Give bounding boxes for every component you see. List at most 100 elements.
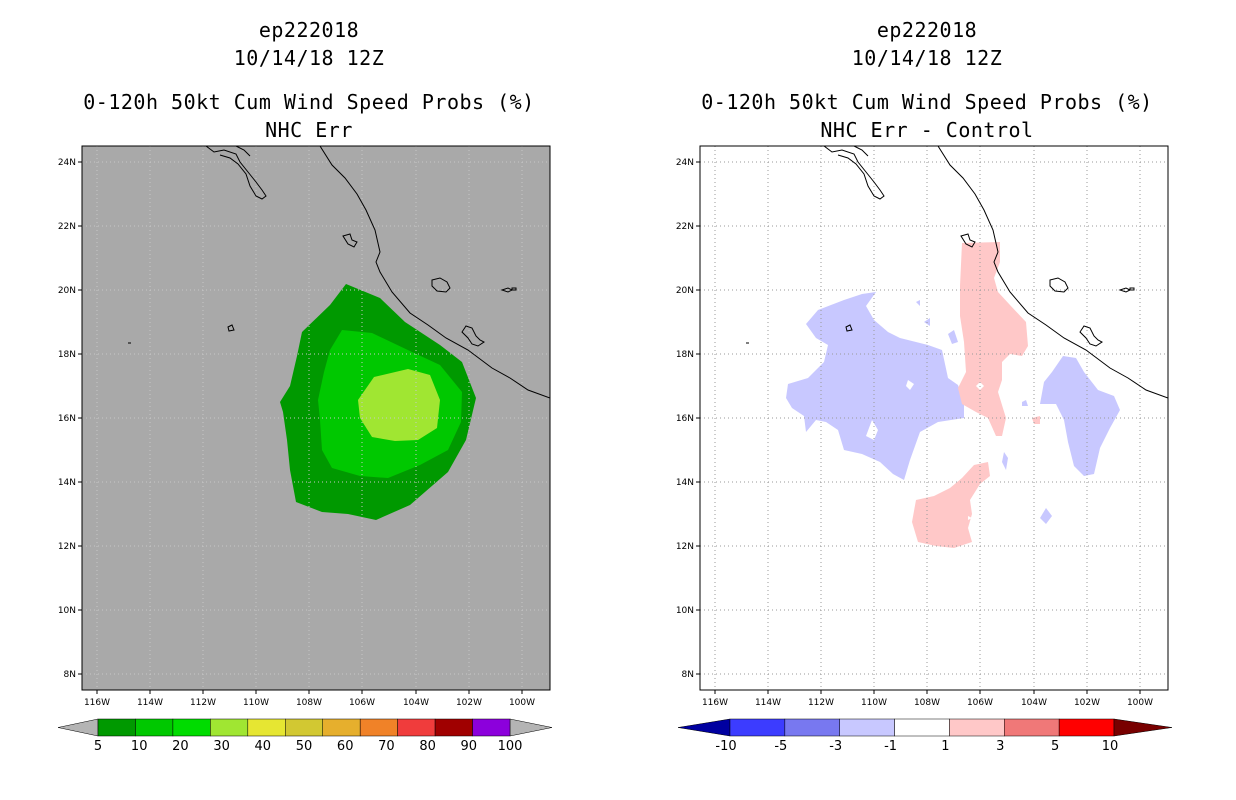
colorbar-swatch xyxy=(949,718,1005,737)
colorbar-swatch xyxy=(172,718,211,737)
lat-tick-label: 18N xyxy=(58,350,76,360)
colorbar-swatch xyxy=(359,718,398,737)
colorbar-label: -3 xyxy=(829,739,842,754)
lat-tick-label: 12N xyxy=(58,542,76,552)
diff-contour-negative xyxy=(1022,400,1028,406)
colorbar-label: 40 xyxy=(255,739,272,754)
lon-tick-label: 100W xyxy=(1127,698,1153,708)
colorbar-swatch xyxy=(839,718,895,737)
lat-tick-label: 16N xyxy=(676,414,694,424)
coastline xyxy=(128,146,550,399)
product-title: 0-120h 50kt Cum Wind Speed Probs (%) xyxy=(701,90,1153,114)
colorbar-label: 60 xyxy=(337,739,354,754)
lat-tick-label: 22N xyxy=(58,222,76,232)
lon-tick-label: 106W xyxy=(967,698,993,708)
lon-tick-label: 112W xyxy=(808,698,834,708)
colorbar-right-triangle xyxy=(509,718,553,737)
colorbar: 5 10 20 30 40 50 60 70 80 90 100 xyxy=(57,718,553,754)
storm-id-title: ep222018 xyxy=(258,18,360,42)
colorbar-label: 90 xyxy=(461,739,478,754)
diff-hole xyxy=(906,380,914,390)
colorbar-label: 30 xyxy=(213,739,230,754)
diff-contour-negative xyxy=(1040,356,1120,476)
colorbar-label: 50 xyxy=(296,739,313,754)
colorbar-label: 10 xyxy=(131,739,148,754)
colorbar-label: 20 xyxy=(172,739,189,754)
experiment-title: NHC Err - Control xyxy=(820,118,1034,142)
right-panel: ep222018 10/14/18 12Z 0-120h 50kt Cum Wi… xyxy=(618,0,1236,800)
colorbar-swatch xyxy=(97,718,136,737)
lon-tick-label: 104W xyxy=(1021,698,1047,708)
diff-hole xyxy=(968,516,972,520)
lat-tick-label: 14N xyxy=(58,478,76,488)
colorbar-label: 100 xyxy=(498,739,523,754)
lat-tick-label: 24N xyxy=(58,158,76,168)
lon-tick-label: 116W xyxy=(702,698,728,708)
colorbar-left-triangle xyxy=(57,718,99,737)
colorbar-swatch xyxy=(472,718,511,737)
lon-tick-label: 102W xyxy=(456,698,482,708)
product-title: 0-120h 50kt Cum Wind Speed Probs (%) xyxy=(83,90,535,114)
colorbar-left-triangle xyxy=(677,718,731,737)
lat-tick-label: 24N xyxy=(676,158,694,168)
diff-hole xyxy=(866,420,878,440)
diff-contour-negative xyxy=(1002,452,1008,470)
colorbar-swatch xyxy=(135,718,174,737)
date-title: 10/14/18 12Z xyxy=(851,46,1003,70)
lon-tick-label: 100W xyxy=(509,698,535,708)
lat-tick-label: 22N xyxy=(676,222,694,232)
lon-tick-label: 110W xyxy=(861,698,887,708)
axis-ticks: 24N 22N 20N 18N 16N 14N 12N 10N 8N 116W 114W 112W 11… xyxy=(676,158,1153,708)
colorbar-label: -1 xyxy=(884,739,897,754)
colorbar-label: 80 xyxy=(419,739,436,754)
colorbar-label: 5 xyxy=(1051,739,1059,754)
colorbar-swatch xyxy=(784,718,840,737)
lat-tick-label: 12N xyxy=(676,542,694,552)
lat-tick-label: 8N xyxy=(64,670,76,680)
coastline xyxy=(746,146,1168,399)
lon-tick-label: 116W xyxy=(84,698,110,708)
diff-contour-positive xyxy=(912,462,990,548)
colorbar-swatch xyxy=(322,718,361,737)
lon-tick-label: 114W xyxy=(137,698,163,708)
lat-tick-label: 10N xyxy=(676,606,694,616)
diff-contour-negative xyxy=(948,330,958,344)
lat-tick-label: 20N xyxy=(58,286,76,296)
colorbar-label: -10 xyxy=(715,739,736,754)
colorbar-label: 70 xyxy=(378,739,395,754)
colorbar-swatch xyxy=(285,718,323,737)
colorbar-swatch xyxy=(247,718,286,737)
left-map: 24N 22N 20N 18N 16N 14N 12N 10N 8N 116W 114W 112W 11… xyxy=(57,145,553,754)
lon-tick-label: 114W xyxy=(755,698,781,708)
diff-contour-negative xyxy=(916,300,920,306)
colorbar-label: 5 xyxy=(94,739,102,754)
colorbar-label: -5 xyxy=(774,739,787,754)
colorbar-swatch xyxy=(894,718,950,737)
lon-tick-label: 104W xyxy=(403,698,429,708)
colorbar-swatch xyxy=(397,718,436,737)
colorbar-swatch xyxy=(729,718,786,737)
lat-tick-label: 20N xyxy=(676,286,694,296)
experiment-title: NHC Err xyxy=(265,118,353,142)
colorbar-label: 3 xyxy=(996,739,1004,754)
lon-tick-label: 108W xyxy=(914,698,940,708)
grid-lines xyxy=(82,146,550,690)
lat-tick-label: 10N xyxy=(58,606,76,616)
diff-contour-negative xyxy=(1040,508,1052,524)
axis-ticks: 24N 22N 20N 18N 16N 14N 12N 10N 8N 116W 114W 112W 11… xyxy=(58,158,535,708)
lat-tick-label: 8N xyxy=(682,670,694,680)
colorbar-label: 1 xyxy=(941,739,949,754)
colorbar-label: 10 xyxy=(1102,739,1119,754)
lat-tick-label: 14N xyxy=(676,478,694,488)
lat-tick-label: 18N xyxy=(676,350,694,360)
date-title: 10/14/18 12Z xyxy=(233,46,385,70)
diff-contour-negative xyxy=(786,292,964,480)
colorbar-swatch xyxy=(1058,718,1115,737)
colorbar-right-triangle xyxy=(1113,718,1173,737)
lon-tick-label: 106W xyxy=(349,698,375,708)
left-panel: ep222018 10/14/18 12Z 0-120h 50kt Cum Wi… xyxy=(57,18,553,754)
grid-lines xyxy=(700,146,1168,690)
lon-tick-label: 108W xyxy=(296,698,322,708)
colorbar-swatch xyxy=(210,718,249,737)
lon-tick-label: 110W xyxy=(243,698,269,708)
